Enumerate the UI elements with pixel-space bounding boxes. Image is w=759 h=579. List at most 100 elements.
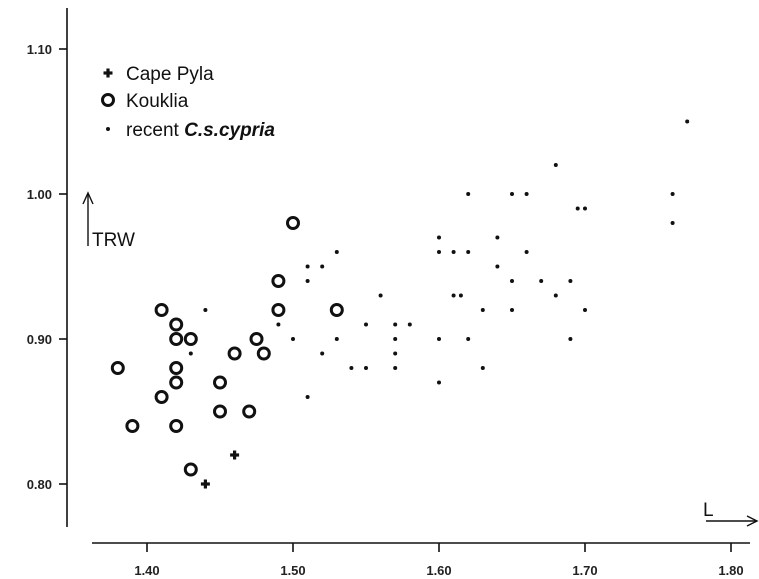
point-recent [451, 293, 456, 298]
point-kouklia [169, 419, 184, 433]
point-recent [510, 308, 514, 312]
x-axis-ticks: 1.40 1.50 1.60 1.70 1.80 [134, 543, 744, 578]
legend-label-kouklia: Kouklia [126, 91, 189, 112]
point-recent [451, 250, 456, 254]
point-kouklia [125, 419, 140, 433]
point-recent [524, 250, 529, 254]
point-recent [466, 192, 471, 196]
y-axis-arrowhead-icon [82, 191, 94, 205]
point-kouklia [249, 332, 264, 346]
point-recent [524, 192, 529, 196]
point-recent [539, 279, 544, 283]
point-recent [466, 250, 471, 254]
point-kouklia [169, 317, 184, 332]
legend-label-recent-species: C.s.cypria [184, 120, 275, 141]
point-kouklia [227, 346, 242, 361]
y-axis-label: TRW [92, 230, 135, 251]
x-axis-label: L [703, 500, 714, 521]
point-recent [305, 264, 310, 269]
y-tick-label: 0.80 [27, 477, 52, 492]
point-recent [466, 337, 471, 341]
x-tick-label: 1.70 [572, 563, 597, 578]
point-kouklia [183, 332, 198, 346]
point-recent [670, 192, 675, 196]
point-recent [458, 293, 463, 298]
point-recent [320, 264, 325, 269]
point-recent [334, 250, 339, 254]
x-tick-label: 1.80 [718, 563, 743, 578]
point-kouklia [242, 404, 257, 419]
point-recent [276, 322, 281, 327]
y-axis-ticks: 1.10 1.00 0.90 0.80 [27, 42, 67, 492]
point-kouklia [169, 375, 184, 390]
point-kouklia [183, 462, 198, 477]
x-axis-arrowhead-icon [746, 515, 759, 527]
legend-circle-marker [101, 93, 115, 107]
point-kouklia [154, 390, 169, 404]
data-points [110, 119, 690, 489]
legend-dot-marker [106, 127, 110, 131]
point-recent [495, 264, 500, 269]
point-kouklia [286, 216, 300, 230]
point-recent [437, 235, 441, 240]
legend-label-cape-pyla: Cape Pyla [126, 64, 214, 85]
point-recent [364, 322, 368, 327]
point-recent [568, 337, 573, 341]
point-recent [495, 235, 500, 240]
point-cape-pyla [200, 479, 210, 489]
point-recent [685, 119, 690, 124]
point-kouklia [271, 303, 286, 317]
x-axis-label-group: L [703, 500, 759, 527]
x-tick-label: 1.50 [280, 563, 305, 578]
point-recent [378, 293, 383, 298]
point-kouklia [213, 375, 227, 390]
point-recent [437, 380, 441, 385]
point-recent [393, 337, 398, 341]
y-axis-label-group: TRW [82, 191, 135, 251]
point-recent [510, 192, 514, 196]
point-recent [568, 279, 573, 283]
point-recent [407, 322, 412, 327]
legend: Cape Pyla Kouklia recent C.s.cypria [101, 64, 275, 141]
point-recent [553, 293, 558, 298]
y-tick-label: 1.10 [27, 42, 52, 57]
point-recent [188, 351, 193, 356]
point-recent [553, 163, 558, 167]
x-tick-label: 1.40 [134, 563, 159, 578]
point-kouklia [256, 346, 271, 361]
point-recent [393, 366, 398, 370]
point-recent [583, 206, 587, 211]
legend-label-recent-prefix: recent [126, 120, 184, 141]
point-kouklia [169, 332, 184, 346]
point-recent [480, 308, 485, 312]
point-recent [334, 337, 339, 341]
point-recent [305, 279, 310, 283]
point-recent [203, 308, 208, 312]
x-tick-label: 1.60 [426, 563, 451, 578]
legend-plus-marker [103, 68, 113, 78]
y-tick-label: 0.90 [27, 332, 52, 347]
point-recent [583, 308, 587, 312]
point-recent [510, 279, 514, 283]
point-recent [437, 250, 441, 254]
point-cape-pyla [230, 450, 240, 460]
point-kouklia [329, 303, 344, 317]
point-recent [480, 366, 485, 370]
point-recent [320, 351, 325, 356]
point-recent [305, 395, 310, 399]
point-recent [393, 351, 398, 356]
point-recent [437, 337, 441, 341]
y-tick-label: 1.00 [27, 187, 52, 202]
point-kouklia [110, 361, 125, 375]
point-recent [291, 337, 295, 341]
point-recent [393, 322, 398, 327]
point-recent [575, 206, 580, 211]
point-kouklia [169, 361, 184, 375]
point-kouklia [154, 303, 169, 317]
legend-label-recent: recent C.s.cypria [126, 120, 275, 141]
point-recent [349, 366, 354, 370]
point-recent [364, 366, 368, 370]
point-recent [670, 221, 675, 225]
point-kouklia [271, 274, 286, 288]
